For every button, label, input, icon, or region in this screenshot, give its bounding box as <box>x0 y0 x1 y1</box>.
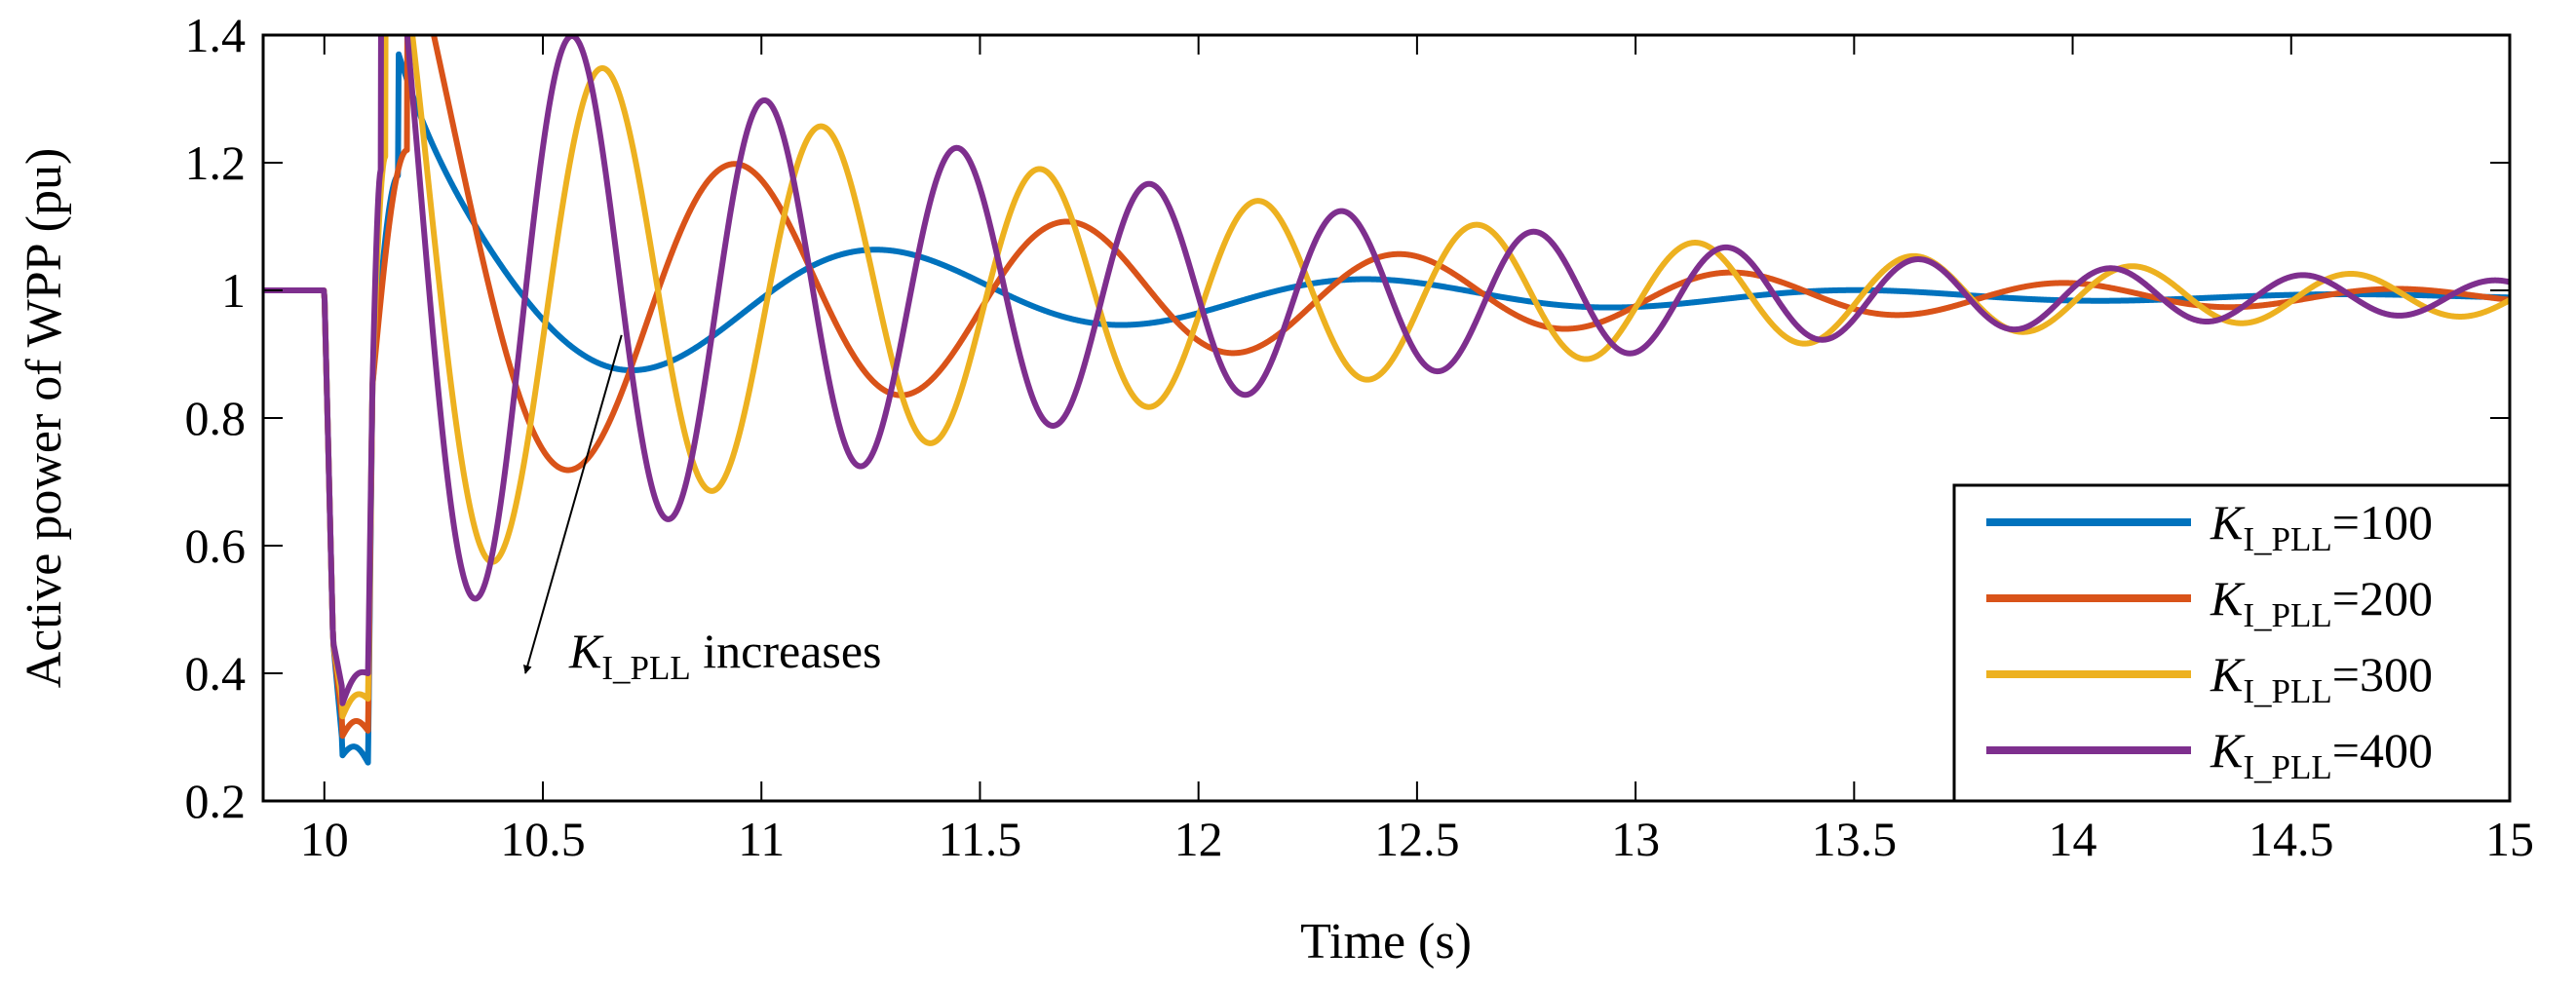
legend: KI_PLL=100 KI_PLL=200 KI_PLL=300 KI_PLL=400 <box>1952 483 2512 803</box>
x-tick-label: 13.5 <box>1812 812 1898 866</box>
legend-label-4: KI_PLL=400 <box>2210 723 2433 786</box>
y-tick-label: 0.2 <box>185 774 247 828</box>
axes-box <box>261 33 2512 803</box>
x-tick-label: 10.5 <box>500 812 586 866</box>
y-tick-label: 0.4 <box>185 646 247 701</box>
series-line-2 <box>263 35 2510 740</box>
x-axis-label: Time (s) <box>1300 914 1472 970</box>
legend-label-3: KI_PLL=300 <box>2210 647 2433 710</box>
y-tick-label: 0.8 <box>185 391 247 445</box>
legend-label-1: KI_PLL=100 <box>2210 495 2433 558</box>
x-tick-label: 11.5 <box>939 812 1022 866</box>
x-tick-label: 12 <box>1174 812 1223 866</box>
y-tick-label: 1.4 <box>185 8 247 62</box>
legend-label-2: KI_PLL=200 <box>2210 571 2433 634</box>
annotation-text: KI_PLL increases <box>568 624 881 687</box>
y-tick-label: 1 <box>221 263 246 318</box>
series-line-4 <box>263 35 2510 706</box>
x-tick-label: 15 <box>2485 812 2534 866</box>
x-tick-label: 14.5 <box>2249 812 2334 866</box>
series-line-3 <box>263 35 2510 720</box>
x-tick-label: 13 <box>1611 812 1660 866</box>
y-tick-label: 1.2 <box>185 135 247 190</box>
annotation-arrow <box>522 334 623 674</box>
y-axis-label: Active power of WPP (pu) <box>17 148 72 689</box>
x-tick-label: 14 <box>2049 812 2097 866</box>
x-tick-label: 12.5 <box>1374 812 1460 866</box>
x-tick-label: 11 <box>738 812 785 866</box>
x-tick-label: 10 <box>300 812 349 866</box>
y-tick-label: 0.6 <box>185 518 247 573</box>
